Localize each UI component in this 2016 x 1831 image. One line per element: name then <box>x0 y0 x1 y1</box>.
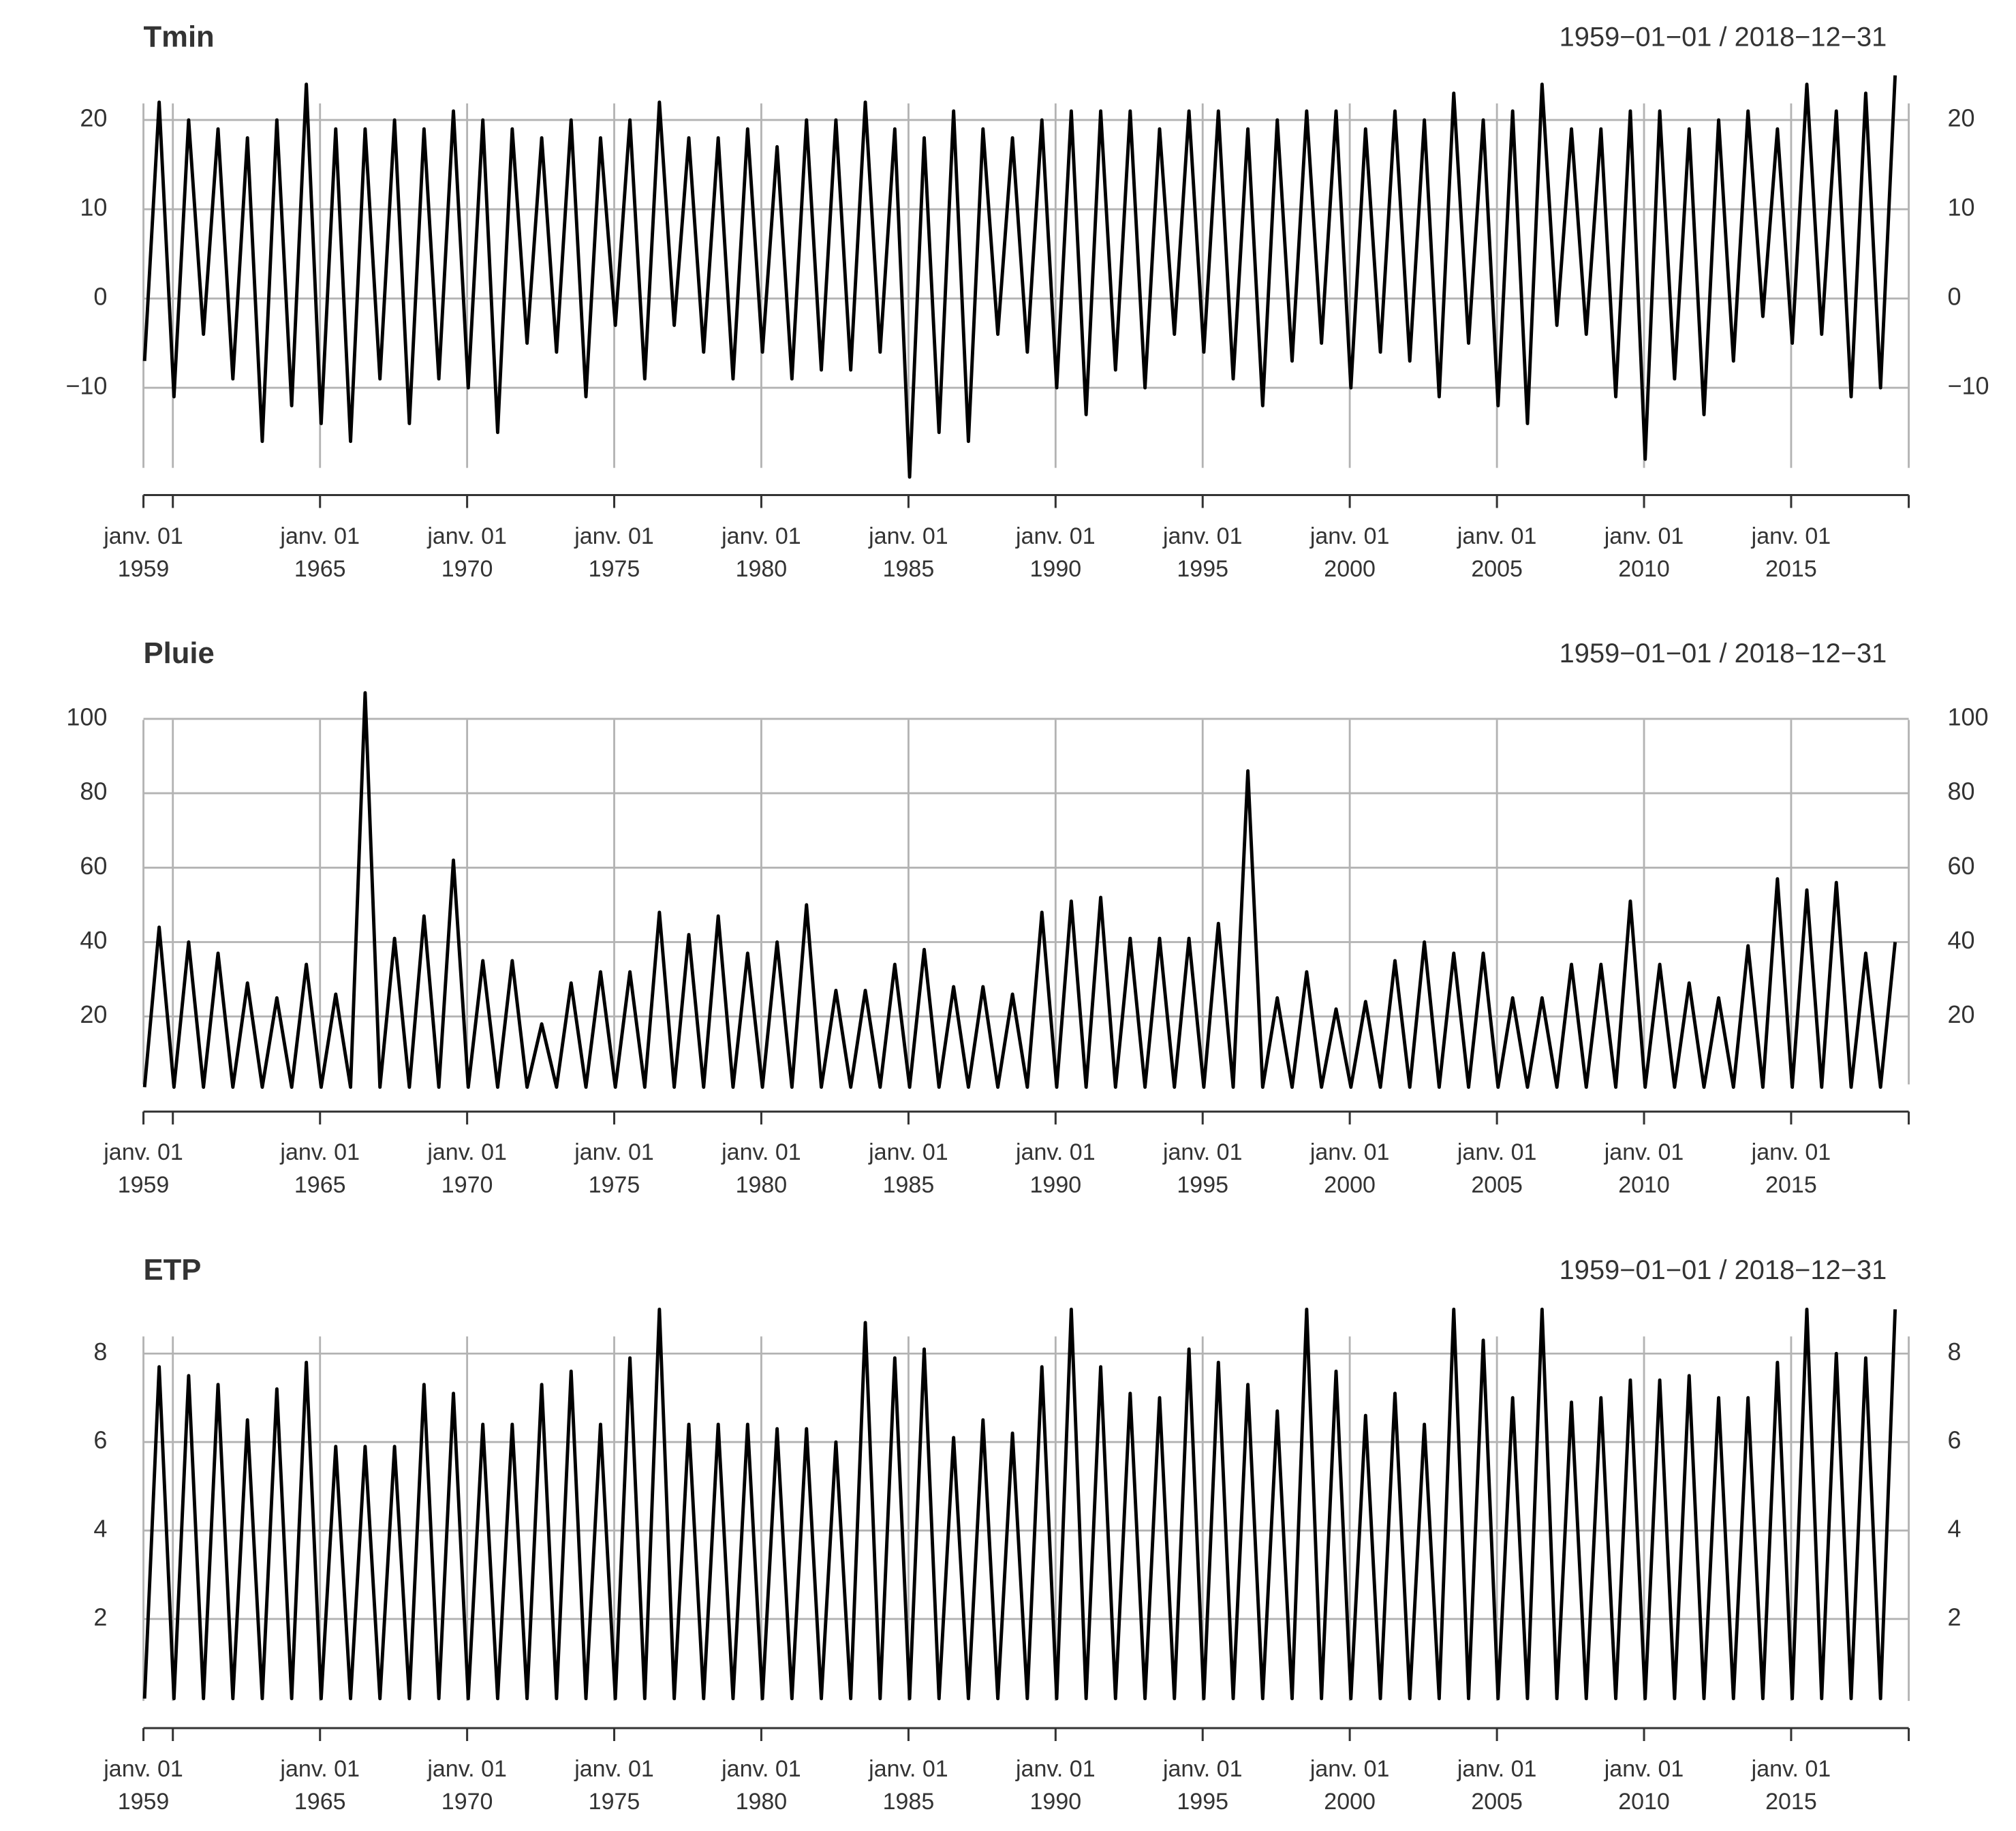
x-tick-label: janv. 01 1959 <box>104 1756 183 1815</box>
y-tick-label: 100 <box>66 703 107 730</box>
y-tick-label: 20 <box>1947 104 1974 132</box>
x-tick-label: janv. 01 2005 <box>1457 1139 1537 1199</box>
x-tick-label: janv. 01 2010 <box>1604 523 1684 582</box>
y-tick-label: 4 <box>1947 1515 1961 1543</box>
y-tick-label: 40 <box>1947 926 1974 954</box>
y-tick-label: 100 <box>1947 703 1988 730</box>
y-tick-label: 80 <box>1947 778 1974 805</box>
chart-subtitle: 1959−01−01 / 2018−12−31 <box>1560 22 1887 52</box>
x-tick-label: janv. 01 2000 <box>1309 1139 1390 1199</box>
x-tick-label: janv. 01 2015 <box>1751 1139 1831 1199</box>
y-tick-label: 0 <box>93 283 107 311</box>
x-tick-label: janv. 01 1990 <box>1016 1139 1096 1199</box>
x-tick-label: janv. 01 1980 <box>722 1756 801 1815</box>
x-tick-label: janv. 01 1990 <box>1016 1756 1096 1815</box>
data-line <box>142 691 1897 1089</box>
y-tick-label: 0 <box>1947 283 1961 311</box>
x-tick-label: janv. 01 1985 <box>869 523 948 582</box>
y-tick-label: −10 <box>65 372 107 400</box>
x-tick-label: janv. 01 2005 <box>1457 1756 1537 1815</box>
x-tick-label: janv. 01 2010 <box>1604 1139 1684 1199</box>
y-tick-label: 60 <box>1947 852 1974 880</box>
chart-title: ETP <box>144 1254 202 1287</box>
y-tick-label: 20 <box>80 104 107 132</box>
x-tick-label: janv. 01 1975 <box>574 1139 654 1199</box>
x-tick-label: janv. 01 1985 <box>869 1139 948 1199</box>
x-tick-label: janv. 01 1990 <box>1016 523 1096 582</box>
chart-subtitle: 1959−01−01 / 2018−12−31 <box>1560 638 1887 668</box>
chart-title: Pluie <box>144 637 215 670</box>
y-tick-label: 10 <box>1947 194 1974 221</box>
x-tick-label: janv. 01 1970 <box>427 523 507 582</box>
y-tick-label: 80 <box>80 778 107 805</box>
data-line <box>142 75 1897 479</box>
x-tick-label: janv. 01 1959 <box>104 523 183 582</box>
y-tick-label: 6 <box>1947 1426 1961 1454</box>
x-tick-label: janv. 01 1959 <box>104 1139 183 1199</box>
y-tick-label: 10 <box>80 194 107 221</box>
chart-subtitle: 1959−01−01 / 2018−12−31 <box>1560 1255 1887 1285</box>
x-tick-label: janv. 01 2000 <box>1309 1756 1390 1815</box>
x-tick-label: janv. 01 2005 <box>1457 523 1537 582</box>
x-tick-label: janv. 01 1970 <box>427 1139 507 1199</box>
x-tick-label: janv. 01 1980 <box>722 1139 801 1199</box>
x-tick-label: janv. 01 2010 <box>1604 1756 1684 1815</box>
y-tick-label: 40 <box>80 926 107 954</box>
y-tick-label: 20 <box>80 1000 107 1028</box>
y-tick-label: 60 <box>80 852 107 880</box>
chart-title: Tmin <box>144 20 215 53</box>
x-tick-label: janv. 01 1975 <box>574 523 654 582</box>
x-tick-label: janv. 01 1965 <box>280 1756 360 1815</box>
y-tick-label: 8 <box>93 1338 107 1366</box>
y-tick-label: 8 <box>1947 1338 1961 1366</box>
x-tick-label: janv. 01 1995 <box>1162 523 1243 582</box>
x-tick-label: janv. 01 1995 <box>1162 1756 1243 1815</box>
y-tick-label: 4 <box>93 1515 107 1543</box>
y-tick-label: 2 <box>1947 1603 1961 1631</box>
x-tick-label: janv. 01 1970 <box>427 1756 507 1815</box>
x-tick-label: janv. 01 1980 <box>722 523 801 582</box>
x-tick-label: janv. 01 2000 <box>1309 523 1390 582</box>
x-tick-label: janv. 01 2015 <box>1751 523 1831 582</box>
x-tick-label: janv. 01 1995 <box>1162 1139 1243 1199</box>
x-tick-label: janv. 01 1965 <box>280 523 360 582</box>
data-line <box>142 1307 1897 1701</box>
x-tick-label: janv. 01 1985 <box>869 1756 948 1815</box>
x-tick-label: janv. 01 1965 <box>280 1139 360 1199</box>
x-tick-label: janv. 01 1975 <box>574 1756 654 1815</box>
x-tick-label: janv. 01 2015 <box>1751 1756 1831 1815</box>
y-tick-label: 20 <box>1947 1000 1974 1028</box>
y-tick-label: 6 <box>93 1426 107 1454</box>
y-tick-label: 2 <box>93 1603 107 1631</box>
y-tick-label: −10 <box>1947 372 1989 400</box>
